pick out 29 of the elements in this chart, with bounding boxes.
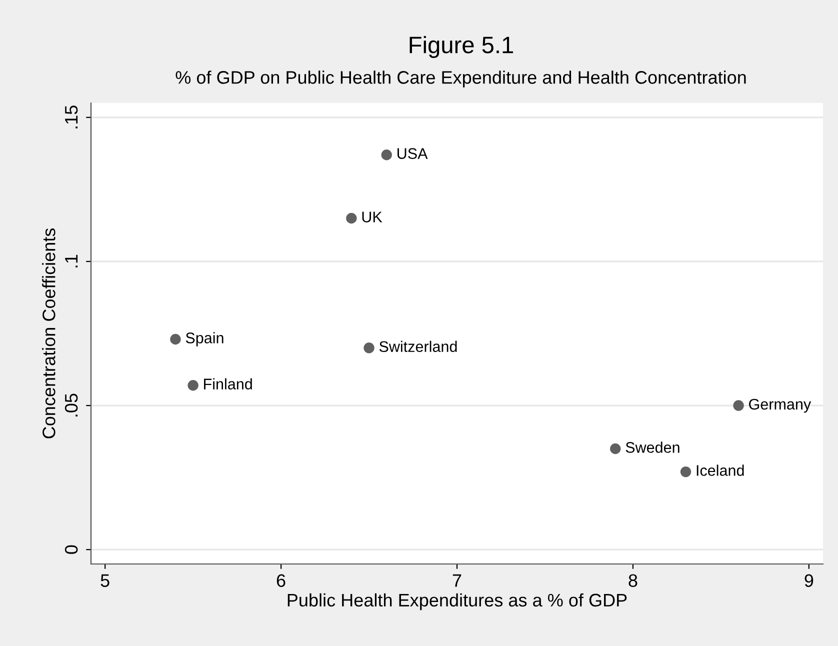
x-axis-title: Public Health Expenditures as a % of GDP [288,593,627,610]
annotation: Finland [204,378,252,390]
x-tick-label: 7 [452,574,462,587]
point [733,400,744,411]
annotation: USA [398,148,428,159]
y-tick-label: 0 [64,545,78,554]
point [610,443,621,454]
x-tick-label: 6 [276,574,286,587]
y-axis-title: Concentration Coefficients [42,228,56,438]
point [680,466,692,478]
annotation: UK [362,212,382,222]
chart-title: Figure 5.1 [410,36,514,58]
point [364,342,374,354]
annotation: Sweden [626,442,680,453]
point [346,212,357,224]
chart-subtitle: % of GDP on Public Health Care Expenditure and Health Concentration [176,70,746,88]
annotation: Switzerland [379,340,457,352]
annotation: Spain [186,332,224,346]
x-tick-label: 5 [100,574,110,587]
annotation: Iceland [696,464,744,476]
point [188,380,198,391]
annotation: Germany [749,398,812,413]
x-tick-label: 8 [628,574,638,587]
y-tick-label: .05 [64,394,78,416]
point [170,334,181,345]
y-tick-label: .1 [65,254,78,268]
point [381,150,392,160]
x-tick-label: 9 [804,574,814,587]
y-tick-label: .15 [65,106,78,128]
